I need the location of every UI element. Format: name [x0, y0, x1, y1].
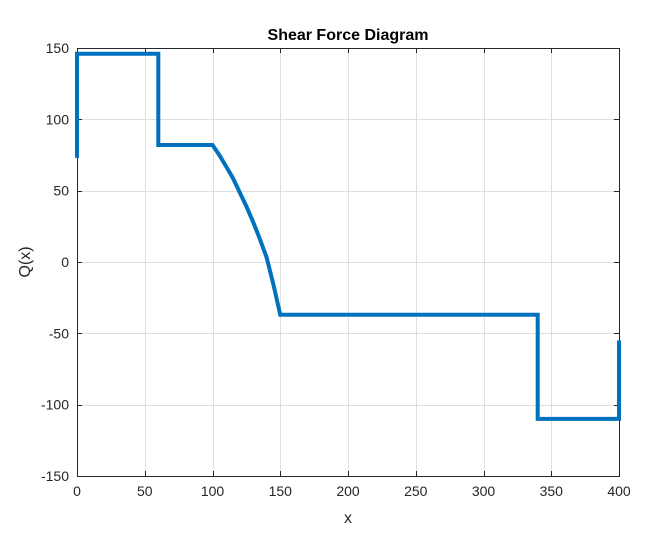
x-tick-label: 0 — [73, 483, 81, 499]
x-tick-label: 400 — [607, 483, 631, 499]
chart-title: Shear Force Diagram — [268, 27, 429, 44]
y-tick-label: -100 — [41, 397, 69, 413]
x-axis-label: x — [344, 510, 352, 527]
ticks: 0 50 100 150 200 250 300 350 400 -150 -100 -50 0 50 10… — [41, 40, 631, 499]
x-tick-label: 100 — [201, 483, 225, 499]
x-tick-label: 50 — [137, 483, 153, 499]
x-tick-label: 200 — [336, 483, 360, 499]
y-axis-label: Q(x) — [17, 246, 34, 277]
x-tick-label: 300 — [472, 483, 496, 499]
series — [75, 51, 621, 421]
grid — [77, 48, 620, 477]
x-tick-label: 250 — [404, 483, 428, 499]
y-tick-label: 50 — [53, 183, 69, 199]
y-tick-label: -150 — [41, 468, 69, 484]
y-tick-label: 150 — [46, 40, 70, 56]
shear-force-line — [75, 51, 621, 421]
y-tick-label: 0 — [61, 254, 69, 270]
y-tick-label: -50 — [49, 325, 69, 341]
x-tick-label: 150 — [269, 483, 293, 499]
x-tick-label: 350 — [540, 483, 564, 499]
y-tick-label: 100 — [46, 111, 70, 127]
